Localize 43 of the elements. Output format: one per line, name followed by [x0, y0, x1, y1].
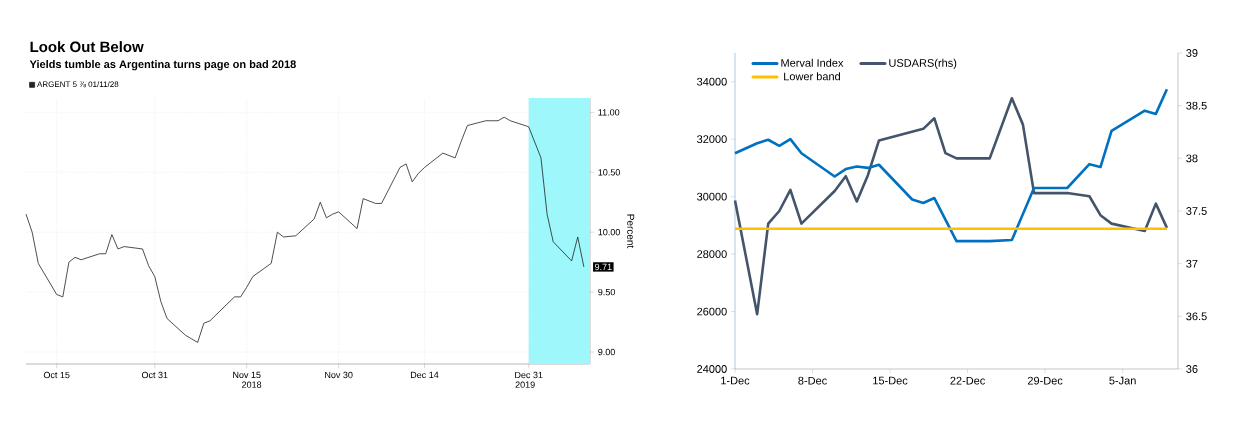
y-tick-label: 30000 — [697, 192, 727, 201]
legend-label: Merval Index — [781, 58, 844, 67]
line-series — [25, 116, 585, 343]
y-axis-title: Percent — [627, 214, 635, 249]
text: 2018 — [242, 381, 262, 388]
x-tick-label: Dec 14 — [410, 371, 439, 379]
y-tick-label: 34000 — [697, 77, 727, 86]
y-tick-label: 11.00 — [598, 109, 620, 116]
x-tick-label: Dec 31 — [515, 371, 543, 379]
legend-label: ARGENT 5 ⅞ 01/11/28 — [37, 81, 119, 88]
x-tick-label: Nov 15 — [233, 371, 261, 379]
x-tick-label: Nov 30 — [325, 371, 353, 379]
x-tick-label: 5-Jan — [1109, 376, 1136, 385]
annotation: 9.71 — [594, 263, 612, 271]
y-tick-label: 10.50 — [598, 169, 620, 176]
x-tick-label: 1-Dec — [721, 376, 750, 385]
x-tick-label: 15-Dec — [873, 376, 908, 385]
x-tick-label: 29-Dec — [1027, 376, 1063, 385]
y-tick-label: 28000 — [697, 250, 727, 258]
x-tick-label: 8-Dec — [798, 376, 827, 385]
chart-title: Look Out Below — [30, 41, 144, 53]
y-tick-label: 9.50 — [598, 288, 615, 296]
y-tick-label: 24000 — [697, 365, 727, 373]
line-series — [733, 87, 1169, 243]
y-tick-label: 9.00 — [598, 348, 615, 356]
chart-subtitle: Yields tumble as Argentina turns page on bad 2018 — [29, 60, 296, 71]
text: 2019 — [515, 381, 535, 388]
y2-tick-label: 39 — [1186, 49, 1198, 57]
x-tick-label: 22-Dec — [950, 376, 985, 385]
y2-tick-label: 37.5 — [1186, 207, 1207, 215]
y2-tick-label: 36 — [1186, 365, 1198, 373]
y2-tick-label: 38 — [1186, 154, 1198, 163]
y2-tick-label: 37 — [1186, 259, 1198, 268]
x-tick-label: Oct 31 — [141, 371, 168, 379]
legend-label: USDARS(rhs) — [889, 58, 957, 70]
y2-tick-label: 36.5 — [1186, 312, 1207, 321]
y-tick-label: 32000 — [697, 135, 727, 144]
line-series — [733, 96, 1169, 316]
legend-label: Lower band — [784, 72, 840, 81]
y2-tick-label: 38.5 — [1186, 101, 1207, 110]
y-tick-label: 26000 — [697, 307, 727, 316]
x-tick-label: Oct 15 — [43, 371, 70, 379]
y-tick-label: 10.00 — [598, 229, 620, 236]
